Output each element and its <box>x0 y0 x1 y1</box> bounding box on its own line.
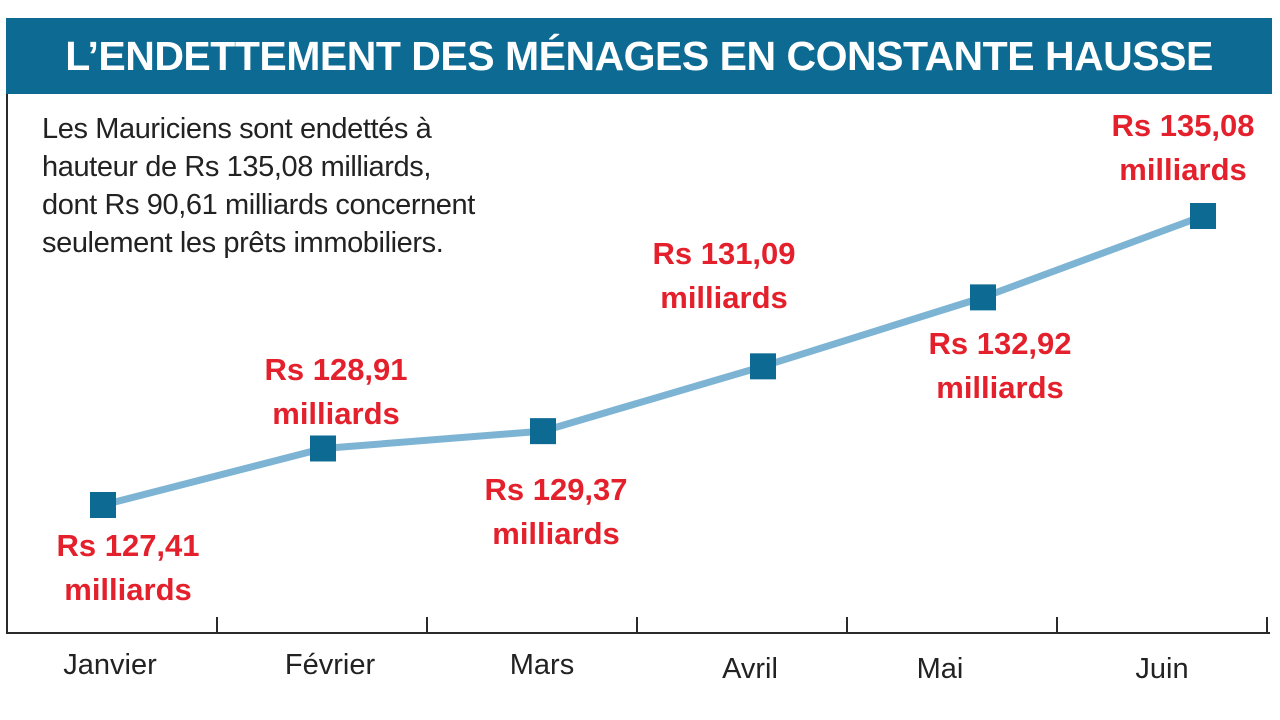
intro-line: hauteur de Rs 135,08 milliards, <box>42 151 431 183</box>
data-label-unit: milliards <box>660 280 788 315</box>
data-label-value: Rs 131,09 <box>652 236 795 271</box>
data-label-unit: milliards <box>492 516 620 551</box>
data-label-value: Rs 127,41 <box>56 528 199 563</box>
x-tick-label: Janvier <box>63 649 157 681</box>
intro-text: Les Mauriciens sont endettés à hauteur d… <box>42 110 602 262</box>
chart-title-bar: L’ENDETTEMENT DES MÉNAGES EN CONSTANTE H… <box>6 18 1272 94</box>
data-label-value: Rs 129,37 <box>484 472 627 507</box>
data-labels: Rs 127,41 milliards Rs 128,91 milliards Rs 1… <box>56 108 1254 607</box>
data-point-marker <box>530 418 556 445</box>
intro-line: seulement les prêts immobiliers. <box>42 227 444 259</box>
data-point-marker <box>310 435 336 462</box>
x-axis-ticks <box>216 617 1268 633</box>
data-point-marker <box>750 353 776 380</box>
data-point-marker <box>970 284 996 311</box>
data-label-value: Rs 135,08 <box>1111 108 1254 143</box>
data-label-unit: milliards <box>936 370 1064 405</box>
x-tick-label: Juin <box>1135 653 1188 685</box>
data-label-unit: milliards <box>64 572 192 607</box>
frame-left-border <box>6 94 8 634</box>
data-label-value: Rs 128,91 <box>264 352 407 387</box>
series-line <box>99 212 1207 509</box>
data-label-unit: milliards <box>1119 152 1247 187</box>
intro-line: Les Mauriciens sont endettés à <box>42 113 432 145</box>
data-label-value: Rs 132,92 <box>928 326 1071 361</box>
chart-title: L’ENDETTEMENT DES MÉNAGES EN CONSTANTE H… <box>65 32 1213 79</box>
x-tick-label: Février <box>285 649 376 681</box>
data-markers <box>90 203 1216 518</box>
x-tick-labels: Janvier Février Mars Avril Mai Juin <box>63 649 1188 685</box>
data-point-marker <box>1190 203 1216 229</box>
intro-line: dont Rs 90,61 milliards concernent <box>42 189 475 221</box>
x-tick-label: Mai <box>917 653 964 685</box>
data-point-marker <box>90 492 116 518</box>
x-tick-label: Mars <box>510 649 574 681</box>
data-label-unit: milliards <box>272 396 400 431</box>
x-tick-label: Avril <box>722 653 778 685</box>
